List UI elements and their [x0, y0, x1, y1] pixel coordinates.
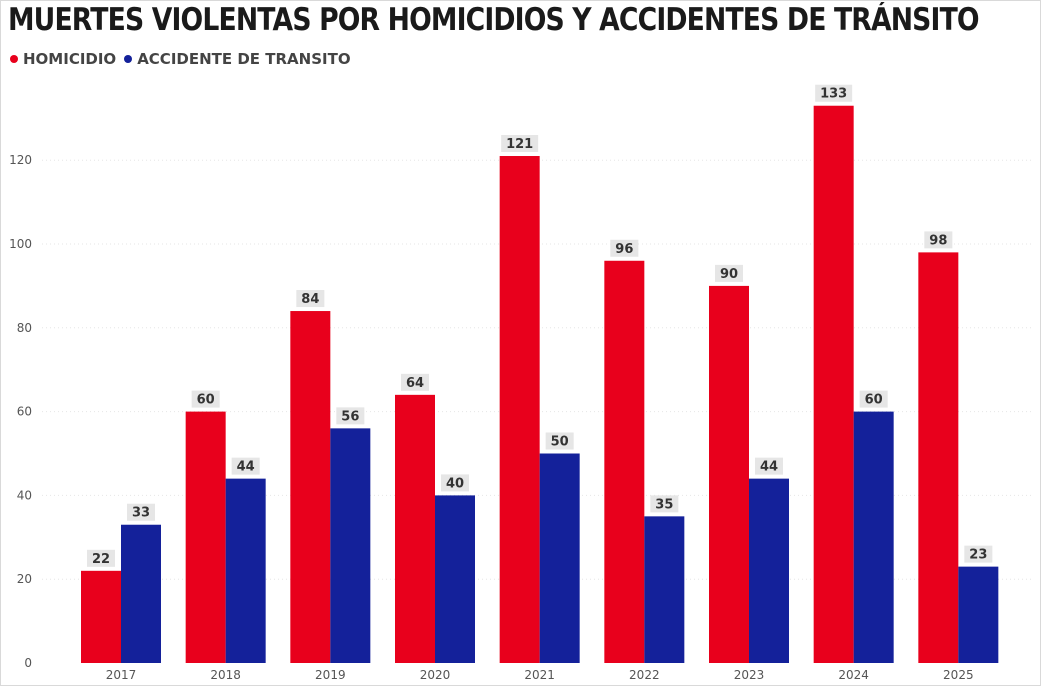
data-label-bg [127, 503, 155, 521]
y-tick-label: 120 [9, 153, 32, 167]
bar-homicidio [290, 311, 331, 663]
data-label: 56 [341, 409, 359, 424]
bar-homicidio [499, 156, 540, 663]
bar-homicidio [395, 394, 435, 663]
data-label-bg [924, 231, 953, 249]
chart-title: MUERTES VIOLENTAS POR HOMICIDIOS Y ACCID… [8, 2, 980, 38]
data-label-bg [650, 495, 679, 513]
bar-accidente [225, 478, 266, 663]
bar-accidente [330, 428, 371, 663]
data-label-bg [715, 264, 743, 282]
data-label: 84 [301, 292, 319, 307]
y-tick-label: 40 [17, 488, 32, 502]
data-label: 98 [929, 233, 947, 248]
data-label-bg [501, 135, 539, 153]
legend-label-homicidio: HOMICIDIO [23, 50, 117, 68]
bar-accidente [749, 478, 789, 663]
data-label: 64 [406, 376, 424, 391]
data-label-bg [441, 474, 469, 492]
x-tick-label: 2019 [315, 668, 346, 682]
bar-homicidio [81, 570, 121, 663]
data-label-bg [231, 457, 260, 475]
y-tick-label: 20 [17, 572, 32, 586]
data-label-bg [191, 390, 220, 408]
legend-item-accidente[interactable]: ACCIDENTE DE TRANSITO [124, 50, 351, 68]
bar-homicidio [604, 260, 645, 663]
legend-dot-homicidio [10, 55, 18, 63]
data-label: 40 [446, 476, 464, 491]
data-label-bg [755, 457, 783, 475]
bar-accidente [644, 516, 685, 663]
data-label-bg [545, 432, 574, 450]
legend-dot-accidente [124, 55, 133, 63]
bar-accidente [958, 566, 999, 663]
data-label-bg [859, 390, 888, 408]
x-tick-label: 2023 [734, 668, 765, 682]
y-tick-label: 0 [24, 656, 32, 670]
bar-homicidio [918, 252, 959, 663]
data-label: 22 [92, 552, 110, 567]
bar-homicidio [185, 411, 226, 663]
data-label: 60 [197, 393, 215, 408]
x-tick-label: 2020 [420, 668, 451, 682]
data-label-bg [296, 290, 325, 308]
data-label: 50 [551, 435, 569, 450]
x-tick-label: 2018 [210, 668, 241, 682]
data-label: 96 [615, 242, 633, 257]
y-tick-label: 80 [17, 321, 32, 335]
data-label: 44 [237, 460, 255, 475]
bar-accidente [853, 411, 894, 663]
bar-accidente [435, 495, 475, 663]
data-label: 33 [132, 506, 150, 521]
data-label: 133 [820, 87, 847, 102]
bar-homicidio [709, 285, 749, 663]
data-label-bg [815, 84, 853, 102]
x-tick-label: 2021 [524, 668, 555, 682]
data-label: 121 [506, 137, 533, 152]
x-tick-label: 2024 [838, 668, 869, 682]
x-tick-label: 2022 [629, 668, 660, 682]
data-label-bg [964, 545, 993, 563]
data-label: 23 [969, 548, 987, 563]
x-tick-label: 2025 [943, 668, 974, 682]
x-tick-label: 2017 [106, 668, 137, 682]
legend-item-homicidio[interactable]: HOMICIDIO [10, 50, 116, 68]
data-label-bg [336, 407, 365, 425]
data-label-bg [401, 373, 429, 391]
data-label: 90 [720, 267, 738, 282]
legend: HOMICIDIO ACCIDENTE DE TRANSITO [10, 50, 359, 68]
bar-homicidio [813, 105, 854, 664]
data-label-bg [610, 239, 639, 257]
data-label-bg [87, 549, 115, 567]
bar-accidente [539, 453, 580, 663]
y-tick-label: 100 [9, 237, 32, 251]
y-tick-label: 60 [17, 405, 32, 419]
data-label: 44 [760, 460, 778, 475]
bar-accidente [121, 524, 161, 663]
data-label: 60 [865, 393, 883, 408]
data-label: 35 [655, 497, 673, 512]
legend-label-accidente: ACCIDENTE DE TRANSITO [137, 50, 351, 68]
